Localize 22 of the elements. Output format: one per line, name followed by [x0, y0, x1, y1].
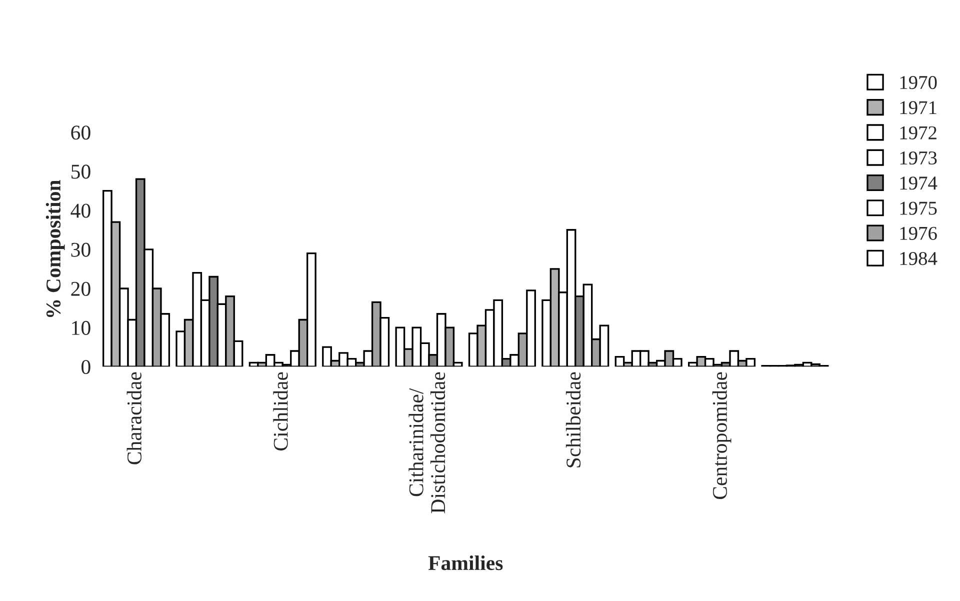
x-tick-label: Cichlidae [273, 372, 288, 450]
x-tick-label: Citharinidae/ Distichodontidae [408, 372, 446, 514]
legend-label: 1973 [900, 151, 937, 165]
y-tick-label: 10 [72, 320, 90, 335]
legend-label: 1970 [900, 76, 937, 90]
y-tick-label: 20 [71, 282, 90, 296]
legend-label: 1984 [900, 252, 938, 266]
legend-label: 1976 [900, 226, 937, 240]
legend-label: 1975 [900, 202, 937, 215]
legend-label: 1974 [900, 176, 938, 190]
y-tick-label: 60 [71, 126, 90, 140]
y-tick-label: 40 [70, 204, 90, 218]
x-tick-label: Schilbeidae [566, 372, 581, 468]
x-tick-label: Centropomidae [712, 372, 732, 500]
y-tick-label: 50 [72, 164, 90, 179]
x-tick-label: Characidae [126, 372, 142, 464]
y-tick-label: 0 [82, 360, 90, 374]
legend-label: 1972 [900, 126, 936, 140]
y-axis-title: % Composition [46, 180, 65, 318]
legend-label: 1971 [900, 101, 936, 114]
y-tick-label: 30 [71, 242, 90, 257]
x-axis-title: Families [428, 555, 503, 570]
